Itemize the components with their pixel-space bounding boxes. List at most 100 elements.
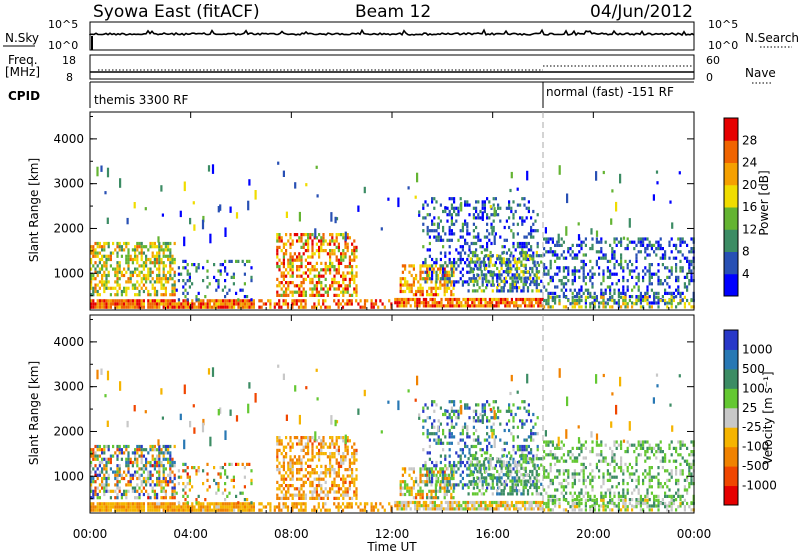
echo-cell — [92, 299, 95, 303]
echo-cell — [228, 302, 231, 306]
echo-cell — [477, 213, 480, 217]
echo-cell — [363, 186, 366, 194]
echo-cell — [302, 271, 305, 275]
echo-cell — [315, 274, 318, 278]
echo-cell — [508, 257, 511, 262]
echo-cell — [474, 289, 477, 293]
echo-cell — [333, 468, 336, 472]
echo-cell — [468, 416, 471, 420]
echo-cell — [217, 269, 220, 273]
echo-cell — [169, 270, 172, 274]
echo-cell — [134, 245, 137, 249]
echo-cell — [578, 243, 581, 247]
echo-cell — [153, 241, 156, 246]
echo-cell — [134, 305, 137, 309]
echo-cell — [304, 299, 307, 303]
echo-cell — [482, 297, 485, 302]
echo-cell — [164, 280, 167, 284]
echo-cell — [302, 445, 305, 449]
echo-cell — [442, 270, 445, 274]
echo-cell — [219, 204, 222, 211]
echo-cell — [224, 305, 227, 309]
freq-right-tick-bottom: 0 — [706, 71, 713, 84]
echo-cell — [589, 269, 592, 273]
echo-cell — [171, 302, 174, 306]
echo-cell — [422, 419, 425, 423]
echo-cell — [631, 301, 634, 305]
echo-cell — [162, 270, 165, 274]
echo-cell — [138, 245, 141, 249]
echo-cell — [478, 460, 481, 464]
echo-cell — [554, 243, 557, 247]
echo-cell — [551, 250, 554, 254]
echo-cell — [107, 270, 110, 274]
echo-cell — [401, 264, 404, 268]
echo-cell — [186, 466, 189, 470]
echo-cell — [458, 301, 461, 305]
echo-cell — [233, 502, 236, 506]
echo-cell — [344, 284, 347, 288]
echo-cell — [681, 298, 684, 303]
echo-cell — [322, 471, 325, 475]
echo-cell — [511, 289, 514, 293]
echo-cell — [426, 213, 429, 217]
echo-cell — [318, 249, 321, 253]
echo-cell — [109, 454, 112, 458]
echo-cell — [140, 305, 143, 309]
echo-cell — [487, 460, 490, 464]
echo-cell — [118, 467, 121, 471]
echo-cell — [293, 436, 296, 440]
echo-cell — [173, 305, 176, 309]
echo-cell — [309, 277, 312, 281]
echo-cell — [278, 487, 281, 491]
echo-cell — [307, 249, 310, 253]
echo-cell — [582, 259, 585, 263]
echo-cell — [237, 505, 240, 509]
echo-cell — [291, 258, 294, 262]
echo-cell — [483, 200, 486, 204]
echo-cell — [200, 505, 203, 509]
echo-cell — [180, 505, 183, 509]
echo-cell — [302, 480, 305, 484]
echo-cell — [445, 286, 448, 290]
echo-cell — [501, 454, 504, 458]
echo-cell — [668, 301, 671, 305]
echo-cell — [224, 227, 227, 237]
echo-cell — [342, 236, 345, 240]
echo-cell — [591, 301, 594, 305]
freq-left-tick-bottom: 8 — [66, 71, 73, 84]
echo-cell — [466, 507, 469, 511]
echo-cell — [282, 493, 285, 497]
echo-cell — [502, 482, 505, 486]
echo-cell — [686, 285, 689, 289]
echo-cell — [426, 264, 429, 268]
echo-cell — [98, 305, 101, 309]
echo-cell — [431, 425, 434, 429]
echo-cell — [477, 416, 480, 420]
echo-cell — [285, 287, 288, 291]
echo-cell — [278, 265, 281, 269]
echo-cell — [455, 213, 458, 217]
echo-cell — [428, 235, 431, 239]
echo-cell — [505, 261, 508, 265]
echo-cell — [315, 493, 318, 497]
echo-cell — [173, 476, 176, 481]
echo-cell — [435, 261, 438, 265]
echo-cell — [523, 444, 526, 449]
echo-cell — [473, 504, 476, 508]
echo-cell — [92, 457, 95, 461]
echo-cell — [107, 241, 110, 246]
echo-cell — [549, 291, 552, 295]
echo-cell — [406, 280, 409, 284]
echo-cell — [177, 469, 180, 473]
echo-cell — [105, 241, 108, 246]
echo-cell — [213, 305, 216, 309]
echo-cell — [527, 451, 530, 455]
echo-cell — [171, 496, 174, 500]
echo-cell — [287, 484, 290, 488]
echo-cell — [547, 250, 550, 254]
echo-cell — [450, 293, 453, 297]
echo-cell — [408, 467, 411, 471]
echo-cell — [300, 508, 303, 512]
echo-cell — [94, 454, 97, 458]
